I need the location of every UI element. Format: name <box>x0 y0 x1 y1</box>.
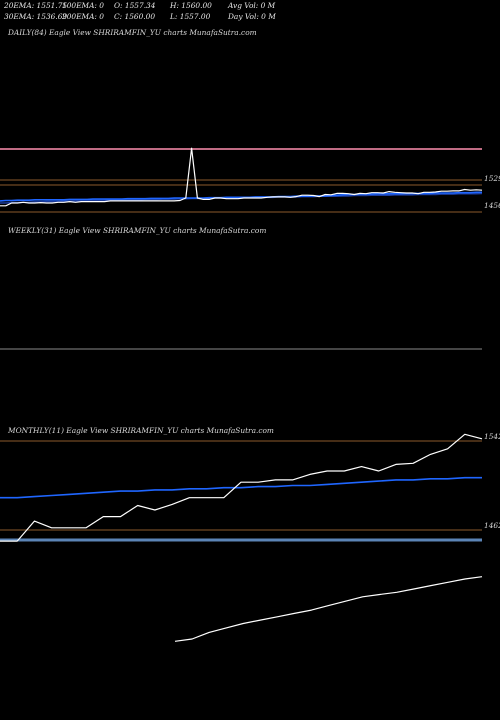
header-200ema: 200EMA: 0 <box>62 12 104 21</box>
price-level-lines <box>0 148 482 542</box>
daily-label-upper: 1529 <box>484 174 500 183</box>
monthly-label-upper: 1542 <box>484 432 500 441</box>
monthly-ema-line <box>0 476 482 499</box>
header-close: C: 1560.00 <box>114 12 156 21</box>
monthly-label-lower: 1462 <box>484 521 500 530</box>
daily-price-line <box>0 147 483 207</box>
header-30ema: 30EMA: 1536.69 <box>4 12 68 21</box>
daily-ema-short-line <box>0 191 482 202</box>
header-day-vol: Day Vol: 0 M <box>228 12 276 21</box>
daily-panel-title: DAILY(84) Eagle View SHRIRAMFIN_YU chart… <box>8 28 257 37</box>
monthly-price-line <box>0 433 483 542</box>
monthly-trend-line <box>174 576 483 642</box>
monthly-panel-title: MONTHLY(11) Eagle View SHRIRAMFIN_YU cha… <box>8 426 274 435</box>
header-100ema: 100EMA: 0 <box>62 1 104 10</box>
header-20ema: 20EMA: 1551.75 <box>4 1 68 10</box>
header-open: O: 1557.34 <box>114 1 156 10</box>
header-avg-vol: Avg Vol: 0 M <box>228 1 276 10</box>
daily-label-lower: 1456 <box>484 201 500 210</box>
series-lines <box>0 147 483 642</box>
header-low: L: 1557.00 <box>170 12 211 21</box>
header-high: H: 1560.00 <box>170 1 212 10</box>
weekly-panel-title: WEEKLY(31) Eagle View SHRIRAMFIN_YU char… <box>8 226 267 235</box>
